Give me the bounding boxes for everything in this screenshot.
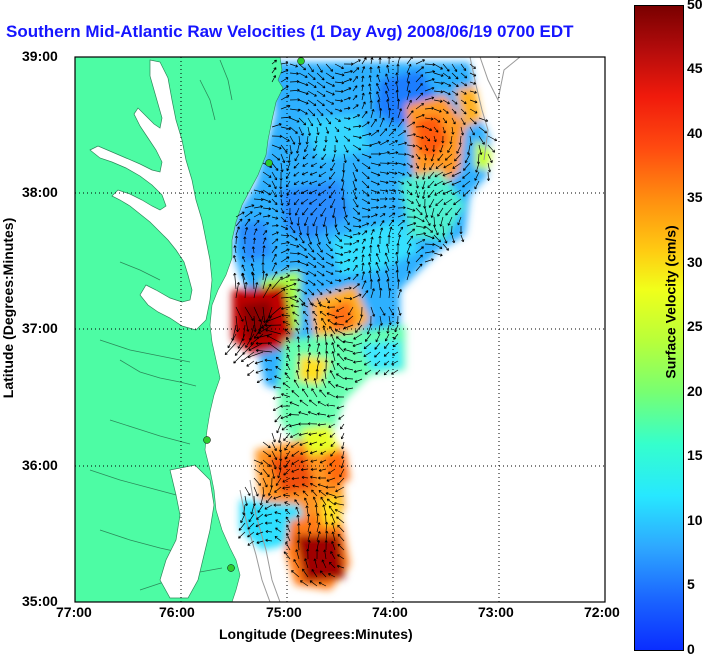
colorbar-label: Surface Velocity (cm/s) bbox=[662, 225, 679, 379]
chesapeake-bay bbox=[89, 59, 213, 331]
velocity-vectors bbox=[224, 57, 498, 587]
plot-frame bbox=[74, 56, 606, 603]
y-tick: 35:00 bbox=[22, 593, 58, 609]
grid-lines bbox=[75, 57, 605, 602]
x-tick: 74:00 bbox=[372, 604, 408, 620]
y-axis-label: Latitude (Degrees:Minutes) bbox=[0, 217, 17, 399]
x-tick: 75:00 bbox=[266, 604, 302, 620]
vector-arrows bbox=[224, 57, 498, 587]
x-tick: 73:00 bbox=[478, 604, 514, 620]
station-marker bbox=[297, 57, 305, 65]
station-marker bbox=[203, 436, 211, 444]
colorbar-tick: 5 bbox=[687, 576, 695, 592]
colorbar bbox=[634, 5, 684, 651]
y-tick: 39:00 bbox=[22, 48, 58, 64]
colorbar-tick: 45 bbox=[687, 60, 703, 76]
pamlico-sound bbox=[159, 464, 215, 599]
colorbar-tick: 25 bbox=[687, 318, 703, 334]
colorbar-tick: 30 bbox=[687, 254, 703, 270]
colorbar-tick: 0 bbox=[687, 641, 695, 657]
colorbar-tick: 35 bbox=[687, 189, 703, 205]
x-tick: 72:00 bbox=[584, 604, 620, 620]
map-title: Southern Mid-Atlantic Raw Velocities (1 … bbox=[6, 22, 574, 41]
x-tick: 77:00 bbox=[56, 604, 92, 620]
colorbar-tick: 20 bbox=[687, 383, 703, 399]
station-marker bbox=[227, 564, 235, 572]
radar-stations bbox=[203, 57, 305, 572]
y-tick: 37:00 bbox=[22, 320, 58, 336]
x-tick: 76:00 bbox=[159, 604, 195, 620]
colorbar-tick: 40 bbox=[687, 125, 703, 141]
colorbar-tick: 10 bbox=[687, 512, 703, 528]
station-marker bbox=[265, 159, 273, 167]
colorbar-tick: 15 bbox=[687, 447, 703, 463]
velocity-field bbox=[232, 62, 492, 590]
y-tick: 36:00 bbox=[22, 457, 58, 473]
x-axis-label: Longitude (Degrees:Minutes) bbox=[219, 626, 413, 642]
colorbar-tick: 50 bbox=[687, 0, 703, 12]
y-tick: 38:00 bbox=[22, 184, 58, 200]
